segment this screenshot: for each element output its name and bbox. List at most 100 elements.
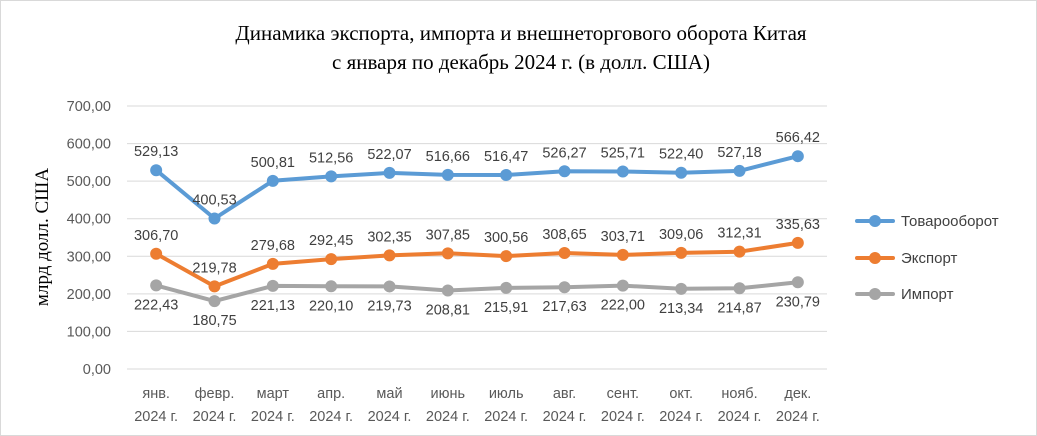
data-point (383, 280, 396, 293)
data-point (791, 150, 804, 163)
x-tick-label-year: 2024 г. (309, 409, 353, 425)
x-tick-label-year: 2024 г. (193, 409, 237, 425)
legend-swatch-marker (869, 215, 881, 227)
data-point (150, 247, 163, 260)
data-label: 279,68 (251, 238, 295, 254)
data-point (675, 246, 688, 259)
data-label: 516,47 (484, 149, 528, 165)
data-label: 219,73 (367, 298, 411, 314)
data-point (616, 165, 629, 178)
data-label: 302,35 (367, 229, 411, 245)
data-point (383, 166, 396, 179)
data-point (616, 279, 629, 292)
data-label: 215,91 (484, 300, 528, 316)
data-point (383, 249, 396, 262)
data-label: 335,63 (776, 217, 820, 233)
y-tick-label: 700,00 (67, 99, 111, 115)
data-point (733, 164, 746, 177)
x-tick-label-month: март (257, 386, 290, 402)
data-point (791, 236, 804, 249)
x-tick-label-month: сент. (607, 386, 639, 402)
data-point (675, 282, 688, 295)
chart-title-line2: с января по декабрь 2024 г. (в долл. США… (332, 50, 710, 74)
data-point (616, 248, 629, 261)
x-tick-label-month: июнь (431, 386, 466, 402)
data-point (266, 257, 279, 270)
data-point (733, 282, 746, 295)
x-tick-label-month: апр. (317, 386, 345, 402)
data-point (500, 250, 513, 263)
x-tick-label-year: 2024 г. (484, 409, 528, 425)
series-group: 529,13 400,53 500,81 512,56 522,07 516,66 516,… (134, 130, 820, 329)
data-point (266, 174, 279, 187)
data-point (325, 253, 338, 266)
data-point (441, 168, 454, 181)
data-label: 526,27 (542, 145, 586, 161)
data-label: 312,31 (717, 226, 761, 242)
data-label: 230,79 (776, 294, 820, 310)
data-point (500, 168, 513, 181)
data-point (733, 245, 746, 258)
y-tick-label: 500,00 (67, 174, 111, 190)
x-tick-label-month: янв. (142, 386, 170, 402)
data-label: 221,13 (251, 298, 295, 314)
y-tick-label: 100,00 (67, 324, 111, 340)
legend-swatch-marker (869, 288, 881, 300)
data-point (150, 164, 163, 177)
data-point (558, 281, 571, 294)
data-label: 512,56 (309, 150, 353, 166)
data-label: 214,87 (717, 300, 761, 316)
data-label: 525,71 (601, 145, 645, 161)
data-point (208, 280, 221, 293)
data-label: 400,53 (192, 193, 236, 209)
data-label: 308,65 (542, 227, 586, 243)
data-label: 306,70 (134, 228, 178, 244)
y-tick-label: 200,00 (67, 287, 111, 303)
data-label: 219,78 (192, 260, 236, 276)
x-tick-label-month: нояб. (721, 386, 757, 402)
data-label: 222,00 (601, 298, 645, 314)
y-axis-label: млрд долл. США (32, 168, 53, 306)
x-tick-label-year: 2024 г. (251, 409, 295, 425)
data-label: 222,43 (134, 297, 178, 313)
y-tick-label: 0,00 (83, 362, 111, 378)
data-label: 213,34 (659, 301, 703, 317)
data-label: 516,66 (426, 149, 470, 165)
data-point (208, 295, 221, 308)
x-tick-label-month: июль (489, 386, 524, 402)
y-tick-label: 600,00 (67, 137, 111, 153)
legend-label: Импорт (901, 286, 954, 303)
data-label: 566,42 (776, 130, 820, 146)
x-tick-label-month: окт. (669, 386, 693, 402)
data-point (675, 166, 688, 179)
x-tick-label-year: 2024 г. (368, 409, 412, 425)
data-label: 300,56 (484, 230, 528, 246)
y-axis-ticks: 0,00 100,00 200,00 300,00 400,00 500,00 600,00… (67, 99, 111, 378)
data-label: 522,07 (367, 147, 411, 163)
y-tick-label: 300,00 (67, 249, 111, 265)
data-point (558, 247, 571, 260)
x-axis-ticks: янв. 2024 г. февр. 2024 г. март 2024 г. апр. 20… (134, 386, 820, 425)
data-point (441, 284, 454, 297)
data-label: 180,75 (192, 313, 236, 329)
data-label: 217,63 (542, 299, 586, 315)
x-tick-label-month: май (376, 386, 402, 402)
series-line (154, 280, 800, 304)
data-point (208, 212, 221, 225)
x-tick-label-year: 2024 г. (776, 409, 820, 425)
data-point (791, 276, 804, 289)
data-point (325, 170, 338, 183)
legend: Товарооборот Экспорт Импорт (855, 213, 999, 303)
legend-label: Экспорт (901, 250, 957, 267)
legend-label: Товарооборот (901, 213, 999, 230)
data-label: 303,71 (601, 229, 645, 245)
data-point (150, 279, 163, 292)
series-line (154, 154, 800, 221)
data-point (266, 279, 279, 292)
x-tick-label-year: 2024 г. (659, 409, 703, 425)
data-label: 220,10 (309, 298, 353, 314)
data-label: 522,40 (659, 147, 703, 163)
x-tick-label-year: 2024 г. (134, 409, 178, 425)
x-tick-label-year: 2024 г. (426, 409, 470, 425)
